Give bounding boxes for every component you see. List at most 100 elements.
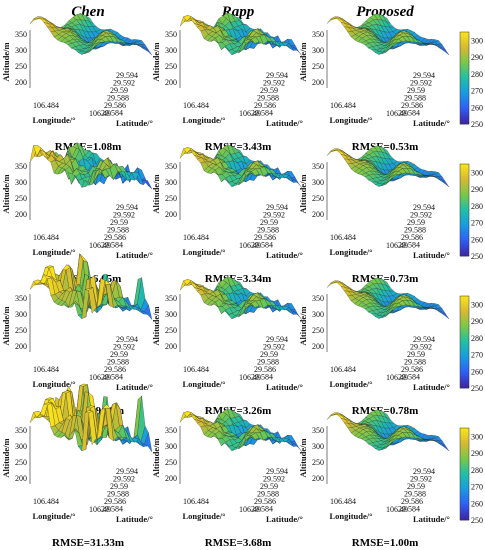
x-tick-label: 106.49: [89, 373, 111, 382]
surface-cell: [385, 441, 394, 449]
z-tick-label: 300: [165, 442, 177, 451]
colorbar-cell: [460, 440, 469, 443]
z-axis-label: Altitude/m: [151, 438, 161, 477]
surface-cell: [88, 286, 97, 314]
colorbar-cell: [460, 182, 469, 185]
colorbar-cell: [460, 94, 469, 97]
colorbar-tick-label: 250: [471, 120, 483, 129]
y-tick-label: 29.586: [401, 497, 423, 506]
colorbar-cell: [460, 488, 469, 491]
colorbar-cell: [460, 226, 469, 229]
rmse-caption: RMSE=0.53m: [352, 141, 418, 153]
surface-panel-4-1: 200 250 300 350 Altitude/m 106.484 106.49 Longi…: [1, 383, 153, 549]
surface-cell: [238, 438, 247, 450]
colorbar-cell: [460, 80, 469, 83]
z-tick-label: 250: [312, 194, 324, 203]
y-tick-label: 29.584: [251, 505, 273, 514]
colorbar-cell: [460, 246, 469, 249]
surface-cell: [441, 47, 450, 56]
colorbar-cell: [460, 330, 469, 333]
y-tick-label: 29.592: [113, 79, 135, 88]
colorbar-cell: [460, 338, 469, 341]
surface-panel-3-3: 200 250 300 350 Altitude/m 106.484 106.49 Longi…: [298, 277, 450, 417]
colorbar-cell: [460, 56, 469, 59]
z-tick-label: 350: [312, 294, 324, 303]
colorbar-cell: [460, 298, 469, 301]
z-tick-label: 300: [15, 46, 27, 55]
colorbar-cell: [460, 112, 469, 115]
y-tick-label: 29.592: [113, 475, 135, 484]
colorbar-cell: [460, 96, 469, 99]
y-tick-label: 29.594: [116, 203, 138, 212]
y-tick-label: 29.584: [101, 241, 123, 250]
colorbar-tick-label: 260: [471, 103, 483, 112]
colorbar-cell: [460, 362, 469, 365]
colorbar-cell: [460, 166, 469, 169]
colorbar-cell: [460, 218, 469, 221]
colorbar-tick-label: 270: [471, 87, 483, 96]
colorbar-cell: [460, 84, 469, 87]
colorbar-tick-label: 280: [471, 70, 483, 79]
colorbar-cell: [460, 300, 469, 303]
colorbar-cell: [460, 240, 469, 243]
z-tick-label: 200: [312, 342, 324, 351]
y-axis-label: Latitude/°: [266, 382, 303, 392]
colorbar-cell: [460, 198, 469, 201]
x-tick-label: 106.49: [239, 505, 261, 514]
colorbar-cell: [460, 46, 469, 49]
colorbar-cell: [460, 328, 469, 331]
y-tick-label: 29.588: [257, 490, 279, 499]
colorbar-cell: [460, 364, 469, 367]
y-tick-label: 29.586: [254, 365, 276, 374]
x-tick-label: 106.484: [183, 233, 209, 242]
colorbar-cell: [460, 376, 469, 379]
colorbar-cell: [460, 456, 469, 459]
colorbar-cell: [460, 252, 469, 255]
colorbar-cell: [460, 352, 469, 355]
surface-panel-1-1: 200 250 300 350 Altitude/m 106.484 106.49 Longi…: [1, 13, 153, 153]
colorbar-cell: [460, 62, 469, 65]
x-axis-label: Longitude/°: [329, 379, 372, 389]
colorbar-cell: [460, 452, 469, 455]
colorbar-cell: [460, 356, 469, 359]
z-tick-label: 250: [165, 194, 177, 203]
surface-panel-2-3: 200 250 300 350 Altitude/m 106.484 106.49 Longi…: [298, 145, 450, 285]
colorbar-cell: [460, 250, 469, 253]
z-tick-label: 350: [15, 162, 27, 171]
colorbar-cell: [460, 446, 469, 449]
colorbar-cell: [460, 360, 469, 363]
x-tick-label: 106.484: [33, 233, 59, 242]
colorbar-cell: [460, 122, 469, 125]
colorbar-cell: [460, 64, 469, 67]
colorbar-cell: [460, 442, 469, 445]
colorbar-cell: [460, 70, 469, 73]
y-axis-label: Latitude/°: [413, 514, 450, 524]
x-axis-label: Longitude/°: [32, 379, 75, 389]
colorbar-cell: [460, 458, 469, 461]
colorbar-tick-label: 280: [471, 202, 483, 211]
colorbar-cell: [460, 224, 469, 227]
y-axis-label: Latitude/°: [116, 118, 153, 128]
colorbar-cell: [460, 244, 469, 247]
surface-panel-1-3: 200 250 300 350 Altitude/m 106.484 106.49 Longi…: [298, 13, 450, 153]
colorbar-tick-label: 300: [471, 432, 483, 441]
z-tick-label: 200: [312, 474, 324, 483]
z-tick-label: 300: [312, 178, 324, 187]
colorbar-cell: [460, 384, 469, 387]
y-tick-label: 29.594: [266, 203, 288, 212]
colorbar-tick-label: 260: [471, 499, 483, 508]
z-tick-label: 350: [165, 162, 177, 171]
y-tick-label: 29.586: [254, 233, 276, 242]
colorbar-cell: [460, 316, 469, 319]
surface-panel-4-2: 200 250 300 350 Altitude/m 106.484 106.49 Longi…: [151, 408, 303, 549]
z-tick-label: 300: [312, 46, 324, 55]
colorbar-tick-label: 280: [471, 466, 483, 475]
z-tick-label: 200: [312, 210, 324, 219]
colorbar-cell: [460, 186, 469, 189]
x-tick-label: 106.49: [89, 505, 111, 514]
colorbar-cell: [460, 184, 469, 187]
x-axis-label: Longitude/°: [32, 511, 75, 521]
colorbar-cell: [460, 118, 469, 121]
colorbar-cell: [460, 52, 469, 55]
colorbar-tick-label: 290: [471, 185, 483, 194]
